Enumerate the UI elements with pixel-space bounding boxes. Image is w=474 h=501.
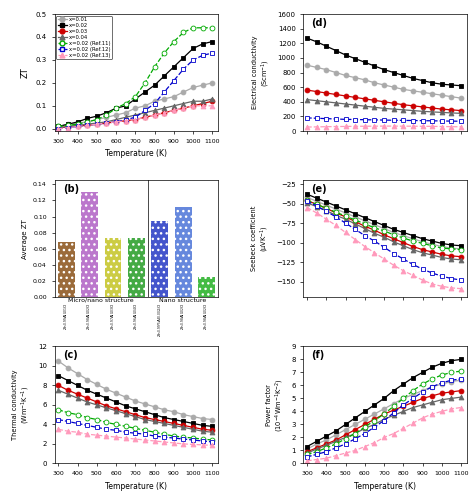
Text: (d): (d) — [311, 18, 328, 28]
Bar — [151, 221, 168, 297]
Text: (a): (a) — [63, 18, 78, 28]
Bar — [198, 277, 215, 297]
Y-axis label: Seebeck coefficient
(μVK$^{-1}$): Seebeck coefficient (μVK$^{-1}$) — [251, 206, 271, 272]
X-axis label: Temperature (K): Temperature (K) — [105, 149, 167, 158]
Text: (b): (b) — [63, 184, 79, 194]
Text: Nano structure: Nano structure — [159, 298, 207, 303]
X-axis label: Temperature (K): Temperature (K) — [354, 481, 416, 490]
Y-axis label: ZT: ZT — [21, 67, 30, 78]
Bar — [81, 192, 98, 297]
Text: (e): (e) — [311, 184, 327, 194]
Y-axis label: Power factor
(10$^{-4}$Wm$^{-1}$K$^{-2}$): Power factor (10$^{-4}$Wm$^{-1}$K$^{-2}$… — [265, 378, 285, 432]
Y-axis label: Average ZT: Average ZT — [21, 219, 27, 259]
Text: (c): (c) — [63, 350, 77, 360]
Bar — [105, 238, 121, 297]
Y-axis label: Electrical conductivity
(Scm$^{-1}$): Electrical conductivity (Scm$^{-1}$) — [252, 36, 272, 109]
Legend: x=0.01, x=0.02, x=0.03, x=0.04, x=0.02 (Ref.11), x=0.02 (Ref.12), x=0.02 (Ref.13: x=0.01, x=0.02, x=0.03, x=0.04, x=0.02 (… — [56, 16, 112, 60]
Bar — [58, 241, 74, 297]
Bar — [175, 207, 191, 297]
Bar — [128, 238, 145, 297]
X-axis label: Temperature (K): Temperature (K) — [105, 481, 167, 490]
Text: Micro/nano structure: Micro/nano structure — [68, 298, 134, 303]
Y-axis label: Thermal conductivity
(Wm$^{-1}$K$^{-1}$): Thermal conductivity (Wm$^{-1}$K$^{-1}$) — [12, 370, 32, 440]
Text: (f): (f) — [311, 350, 325, 360]
